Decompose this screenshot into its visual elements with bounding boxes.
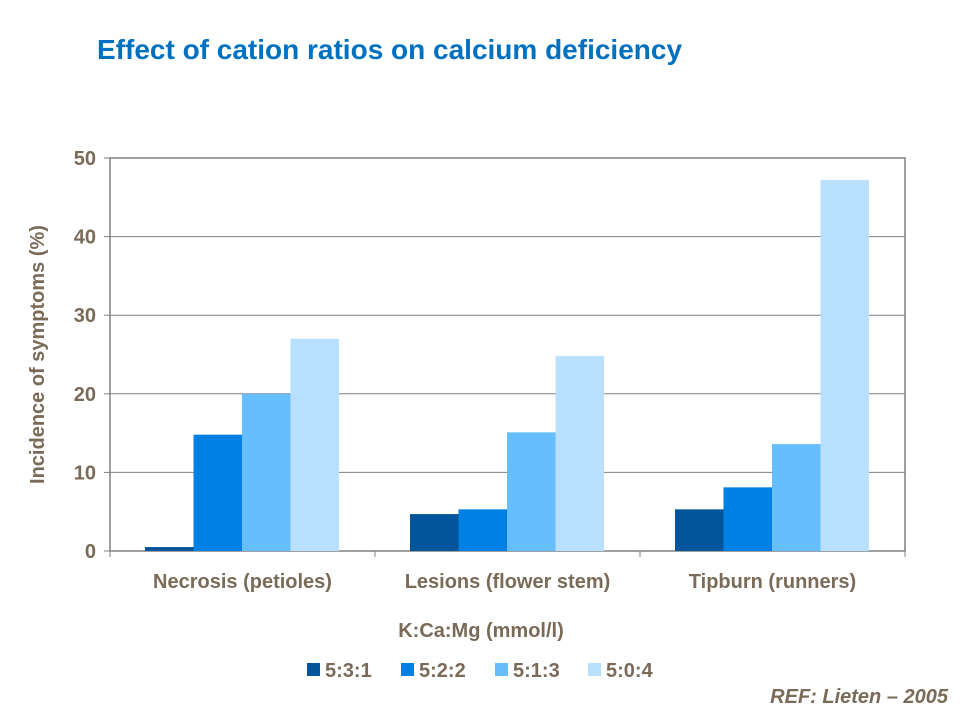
x-tick-label: Tipburn (runners)	[689, 571, 856, 593]
bar-5-2-2-1	[458, 509, 507, 551]
legend-label: 5:2:2	[419, 660, 466, 682]
bar-5-1-3-2	[772, 444, 821, 551]
legend-swatch	[401, 663, 414, 676]
legend-swatch	[495, 663, 508, 676]
bar-5-3-1-2	[675, 509, 724, 551]
reference-note: REF: Lieten – 2005	[770, 686, 948, 708]
y-tick-label: 20	[74, 384, 96, 406]
y-tick-label: 10	[74, 462, 96, 484]
y-tick-label: 50	[74, 148, 96, 170]
bar-5-2-2-0	[193, 434, 242, 551]
bar-5-3-1-0	[145, 547, 194, 551]
bar-5-0-4-2	[820, 180, 869, 551]
chart-title: Effect of cation ratios on calcium defic…	[97, 34, 683, 65]
y-tick-label: 30	[74, 305, 96, 327]
legend-label: 5:1:3	[513, 660, 560, 682]
legend-swatch	[588, 663, 601, 676]
y-tick-label: 40	[74, 227, 96, 249]
bar-5-1-3-1	[507, 432, 556, 551]
bar-5-1-3-0	[242, 393, 291, 551]
legend-swatch	[307, 663, 320, 676]
bar-5-0-4-0	[290, 338, 339, 551]
legend-label: 5:0:4	[606, 660, 654, 682]
y-axis-label: Incidence of symptoms (%)	[27, 225, 49, 484]
x-axis-label: K:Ca:Mg (mmol/l)	[398, 620, 564, 642]
bar-5-3-1-1	[410, 514, 459, 551]
x-tick-label: Lesions (flower stem)	[405, 571, 611, 593]
y-tick-label: 0	[85, 541, 96, 563]
bar-5-2-2-2	[723, 487, 772, 551]
x-tick-label: Necrosis (petioles)	[153, 571, 332, 593]
legend-label: 5:3:1	[325, 660, 372, 682]
bar-5-0-4-1	[555, 356, 604, 551]
